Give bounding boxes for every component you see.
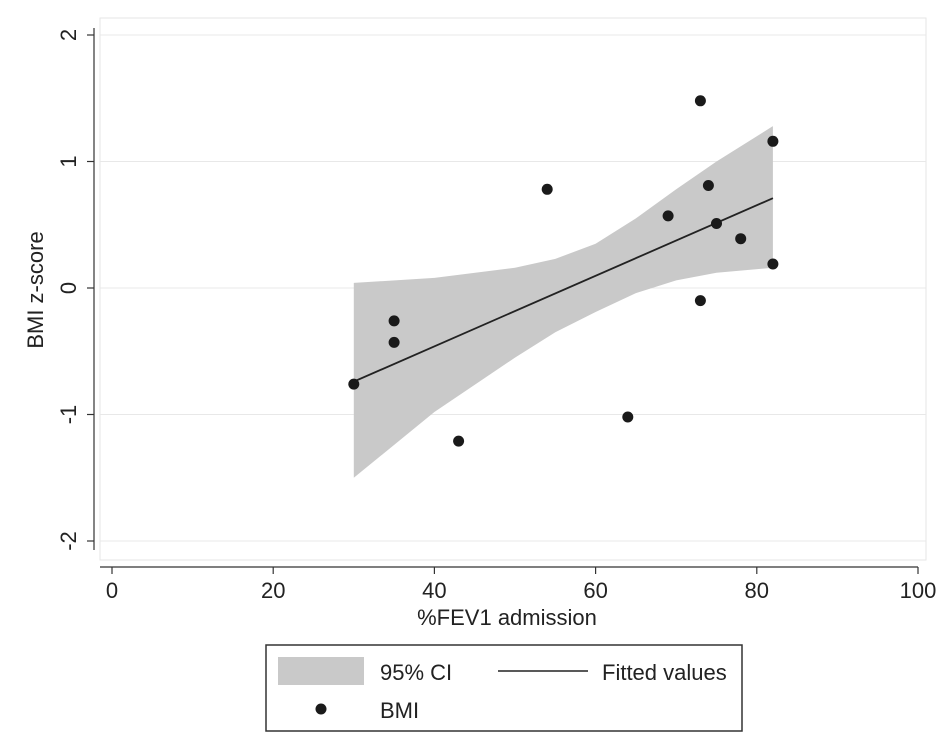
legend: 95% CI Fitted values BMI [265,644,743,732]
data-point [767,135,779,147]
data-point [348,378,360,390]
data-point [767,258,779,270]
y-ticks: -2 -1 0 1 2 [56,29,94,551]
data-points-layer [348,95,779,447]
x-tick-label: 60 [583,578,607,603]
data-point [711,218,722,229]
legend-ci-swatch [278,657,364,685]
y-axis-label: BMI z-score [23,231,48,348]
data-point [694,295,706,307]
y-tick-label: -2 [56,531,81,551]
data-point [702,180,714,191]
data-point [388,315,400,327]
fitted-line-layer [353,197,774,383]
x-tick-label: 40 [422,578,446,603]
data-point [735,233,747,245]
fitted-line [353,197,774,383]
axes [93,28,918,568]
y-tick-label: 0 [56,282,81,294]
x-tick-label: 100 [900,578,936,603]
legend-bmi-label: BMI [380,698,419,723]
data-point [453,435,465,447]
legend-fitted-label: Fitted values [602,660,727,685]
legend-bmi-marker [315,703,327,715]
data-point [694,95,706,107]
x-tick-label: 20 [261,578,285,603]
legend-ci-label: 95% CI [380,660,452,685]
data-point [662,210,674,222]
y-tick-label: 1 [56,155,81,167]
y-tick-label: 2 [56,29,81,41]
x-tick-label: 80 [745,578,769,603]
data-point [541,183,553,195]
grid-lines [100,34,926,542]
x-tick-label: 0 [106,578,118,603]
x-axis-label: %FEV1 admission [417,605,597,630]
y-tick-label: -1 [56,405,81,425]
x-ticks: 0 20 40 60 80 100 [106,567,936,603]
data-point [388,336,400,348]
data-point [622,411,634,423]
